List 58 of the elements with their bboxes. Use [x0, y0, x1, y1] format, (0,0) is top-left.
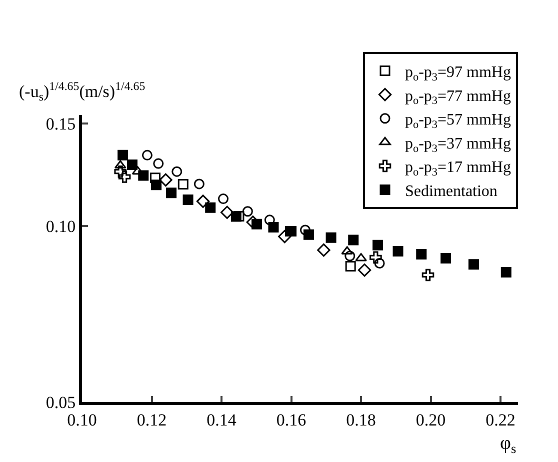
x-tick-label: 0.14	[206, 410, 237, 430]
point	[348, 234, 359, 246]
point	[422, 268, 434, 282]
point	[153, 158, 164, 169]
point	[416, 249, 427, 260]
point	[326, 232, 336, 243]
y-axis-title: (-u$_{s}$)$^{1/4.65}$(m/s)$^{1/4.65}$	[19, 79, 146, 104]
y-tick-label: 0.05	[46, 392, 76, 412]
legend-label: p$_{o}$-p$_{3}$=17 mmHg	[405, 159, 511, 179]
point	[166, 188, 177, 198]
point	[300, 224, 310, 236]
point	[114, 165, 127, 178]
legend-label: p$_{o}$-p$_{3}$=57 mmHg	[405, 112, 511, 131]
point	[118, 170, 131, 183]
point	[118, 150, 128, 160]
point	[159, 173, 172, 187]
point	[194, 178, 204, 190]
y-tick-label: 0.15	[46, 114, 76, 134]
point	[345, 260, 356, 272]
point	[440, 253, 452, 264]
x-tick-label: 0.20	[416, 410, 446, 430]
x-tick-label: 0.10	[67, 410, 97, 430]
point	[178, 178, 188, 190]
point	[172, 166, 182, 177]
point	[142, 150, 152, 160]
point	[370, 251, 382, 264]
x-tick-label: 0.22	[486, 410, 516, 430]
point	[264, 214, 275, 226]
point	[278, 230, 292, 244]
x-tick-label: 0.18	[346, 410, 376, 430]
point	[234, 210, 244, 222]
point	[205, 202, 216, 213]
point	[500, 266, 512, 278]
point	[317, 243, 330, 257]
point	[182, 194, 194, 205]
legend-label: p$_{o}$-p$_{3}$=97 mmHg	[405, 64, 511, 84]
point	[358, 264, 372, 277]
x-axis-title: φ$_{s}$	[500, 433, 516, 456]
point	[268, 222, 279, 232]
legend-label: p$_{o}$-p$_{3}$=77 mmHg	[405, 88, 511, 108]
point	[344, 250, 356, 262]
point	[196, 194, 210, 208]
point	[114, 160, 126, 169]
point	[468, 259, 479, 270]
point	[126, 159, 138, 170]
point	[242, 206, 253, 217]
legend-label: Sedimentation	[405, 183, 498, 200]
legend-label: p$_{o}$-p$_{3}$=37 mmHg	[405, 135, 511, 155]
point	[372, 240, 384, 250]
y-tick-label: 0.10	[46, 217, 76, 236]
point	[355, 253, 367, 262]
point	[220, 206, 234, 219]
point	[392, 246, 404, 256]
point	[150, 172, 160, 184]
x-tick-label: 0.12	[136, 410, 167, 430]
point	[374, 258, 385, 268]
point	[218, 194, 229, 204]
x-tick-label: 0.16	[276, 410, 306, 430]
